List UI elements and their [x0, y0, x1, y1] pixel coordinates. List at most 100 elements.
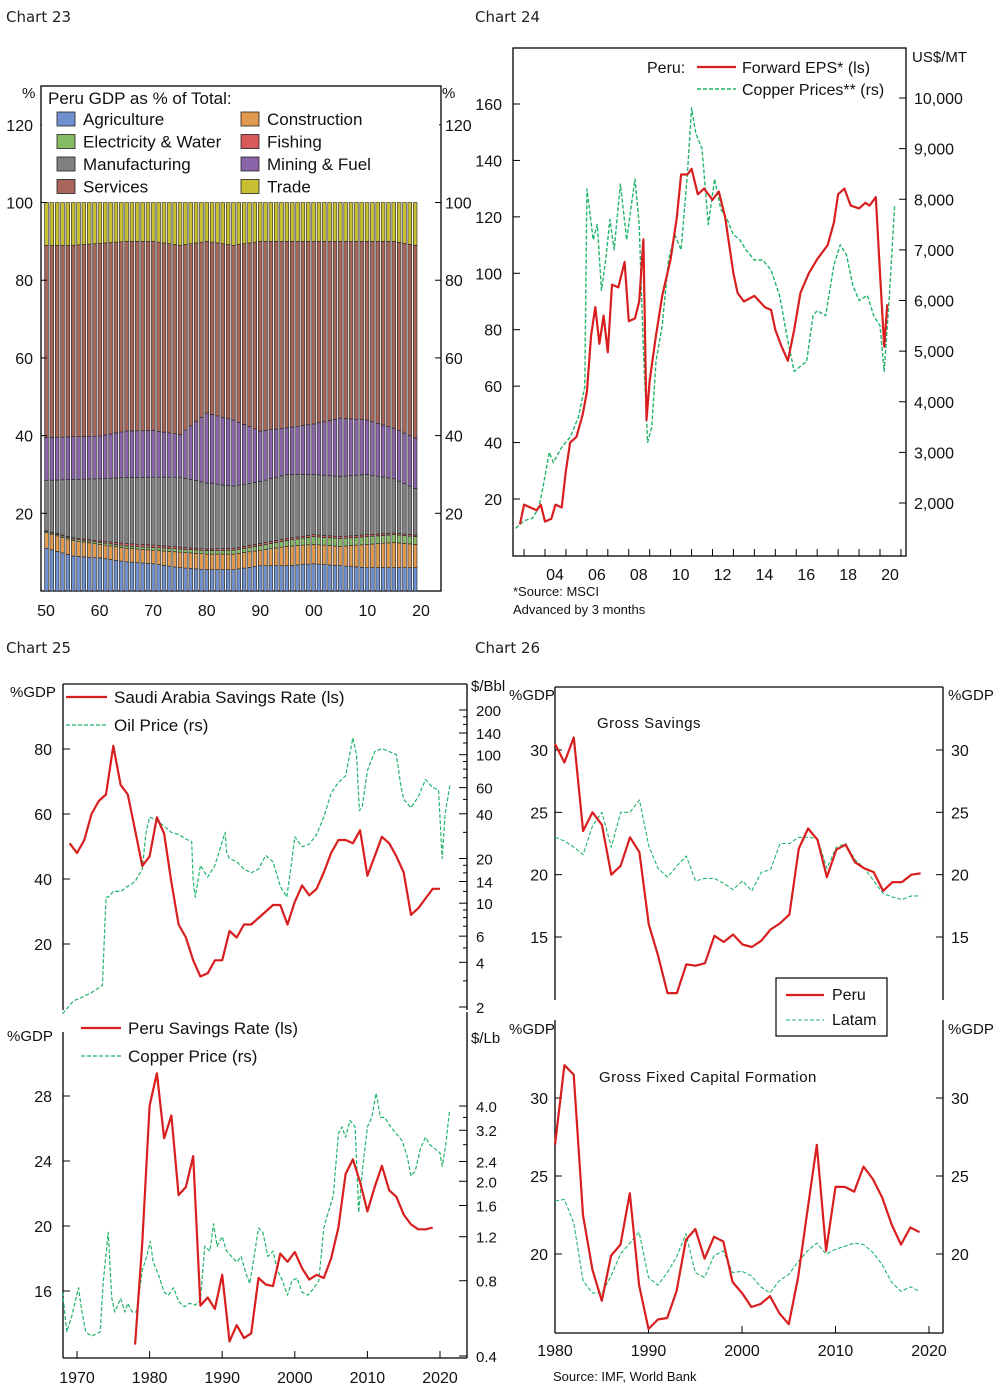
bar-segment-trade	[156, 202, 161, 243]
bar-segment-manufacturing	[295, 474, 300, 538]
y-tick-label-right: 140	[476, 726, 501, 743]
bar-segment-services	[124, 241, 129, 432]
y-tick-label-right: 4	[476, 955, 484, 972]
y-tick-label-right: 40	[476, 807, 493, 824]
panel-label: Gross Savings	[597, 715, 701, 732]
legend-swatch	[240, 111, 260, 127]
bar-segment-manufacturing	[364, 474, 370, 535]
bar-segment-electricity-water	[172, 548, 177, 553]
x-tick-label: 20	[881, 567, 899, 584]
bar-segment-agriculture	[306, 563, 311, 592]
bar-segment-trade	[274, 202, 279, 242]
bar-segment-services	[343, 241, 348, 419]
bar-segment-trade	[209, 202, 215, 243]
bar-segment-services	[49, 244, 54, 438]
bar-segment-manufacturing	[140, 477, 145, 545]
y-tick-label-left: 80	[34, 742, 52, 759]
bar-segment-trade	[284, 202, 290, 242]
bar-segment-services	[151, 241, 156, 431]
y-tick-label-right: 80	[445, 273, 463, 290]
bar-segment-agriculture	[225, 569, 231, 592]
bar-segment-manufacturing	[119, 477, 124, 544]
bar-segment-agriculture	[412, 567, 418, 592]
bar-segment-trade	[65, 202, 71, 246]
bar-segment-mining-fuel	[231, 419, 236, 487]
bar-segment-electricity-water	[311, 536, 316, 545]
bar-segment-electricity-water	[124, 545, 129, 549]
bar-segment-agriculture	[44, 547, 49, 592]
bar-segment-manufacturing	[386, 477, 391, 534]
bar-segment-trade	[241, 202, 247, 245]
bar-segment-electricity-water	[188, 549, 193, 554]
legend-label: Trade	[267, 178, 311, 197]
y-tick-label-right: 20	[951, 868, 969, 885]
bar-segment-manufacturing	[193, 480, 199, 549]
bar-segment-mining-fuel	[268, 429, 274, 479]
bar-segment-agriculture	[231, 569, 236, 592]
y-tick-label-left: 30	[530, 743, 548, 760]
bar-segment-mining-fuel	[71, 436, 76, 480]
bar-segment-agriculture	[103, 558, 108, 592]
bar-segment-manufacturing	[412, 488, 418, 536]
bar-segment-electricity-water	[402, 535, 407, 544]
bar-segment-fishing	[140, 544, 145, 548]
legend-label: Manufacturing	[83, 155, 191, 174]
bar-segment-manufacturing	[54, 479, 60, 534]
bar-segment-trade	[332, 202, 338, 242]
y-tick-label-left: 80	[15, 273, 33, 290]
y-tick-label-right: 3.2	[476, 1123, 497, 1140]
bar-segment-construction	[49, 533, 54, 551]
bar-segment-fishing	[135, 543, 140, 547]
legend-swatch	[240, 179, 260, 194]
legend-label: Copper Price (rs)	[128, 1047, 257, 1066]
bar-segment-trade	[252, 202, 258, 243]
bar-segment-construction	[204, 553, 209, 570]
peru-gfcf-line	[553, 1064, 921, 1330]
bar-segment-mining-fuel	[65, 436, 71, 480]
bar-segment-trade	[338, 202, 343, 242]
y-tick-label-right: 2.0	[476, 1174, 497, 1191]
bar-segment-manufacturing	[135, 477, 140, 545]
y-tick-label-right: 0.8	[476, 1274, 497, 1291]
y-tick-label-left: 40	[484, 436, 502, 453]
bar-segment-services	[364, 241, 370, 421]
peru-savings-rate-line	[134, 1072, 433, 1345]
bar-segment-services	[113, 241, 119, 434]
bar-segment-services	[220, 243, 225, 418]
y-axis-unit-left: %GDP	[10, 684, 56, 701]
bar-segment-trade	[258, 202, 263, 242]
bar-segment-services	[188, 243, 193, 427]
bar-segment-trade	[193, 202, 199, 244]
y-axis-unit-left: %GDP	[7, 1028, 53, 1045]
bar-segment-construction	[87, 542, 92, 558]
y-tick-label-right: 60	[476, 781, 493, 798]
bar-segment-services	[252, 241, 258, 430]
bar-segment-construction	[311, 544, 316, 565]
bar-segment-construction	[113, 546, 119, 561]
bar-segment-mining-fuel	[295, 425, 300, 475]
bar-segment-services	[145, 241, 151, 431]
legend-background	[42, 87, 439, 199]
bar-segment-mining-fuel	[343, 418, 348, 477]
bar-segment-manufacturing	[124, 477, 129, 544]
bar-segment-electricity-water	[322, 537, 327, 546]
bar-segment-trade	[92, 202, 97, 245]
legend-label-latam: Latam	[832, 1012, 876, 1029]
bar-segment-mining-fuel	[183, 429, 188, 479]
bar-segment-electricity-water	[151, 547, 156, 551]
bar-segment-electricity-water	[370, 535, 375, 545]
bar-segment-services	[258, 241, 263, 432]
bar-segment-construction	[402, 543, 407, 568]
bar-segment-construction	[215, 553, 220, 570]
bar-segment-construction	[108, 545, 113, 560]
bar-segment-construction	[386, 542, 391, 568]
bar-segment-construction	[188, 552, 193, 569]
bar-segment-trade	[396, 202, 402, 243]
bar-segment-mining-fuel	[119, 431, 124, 479]
bar-segment-manufacturing	[49, 479, 54, 533]
bar-segment-trade	[188, 202, 193, 245]
y-axis-unit-right: $/Lb	[471, 1030, 500, 1047]
bar-segment-mining-fuel	[129, 430, 135, 478]
bar-segment-manufacturing	[322, 474, 327, 536]
bar-segment-services	[396, 242, 402, 431]
